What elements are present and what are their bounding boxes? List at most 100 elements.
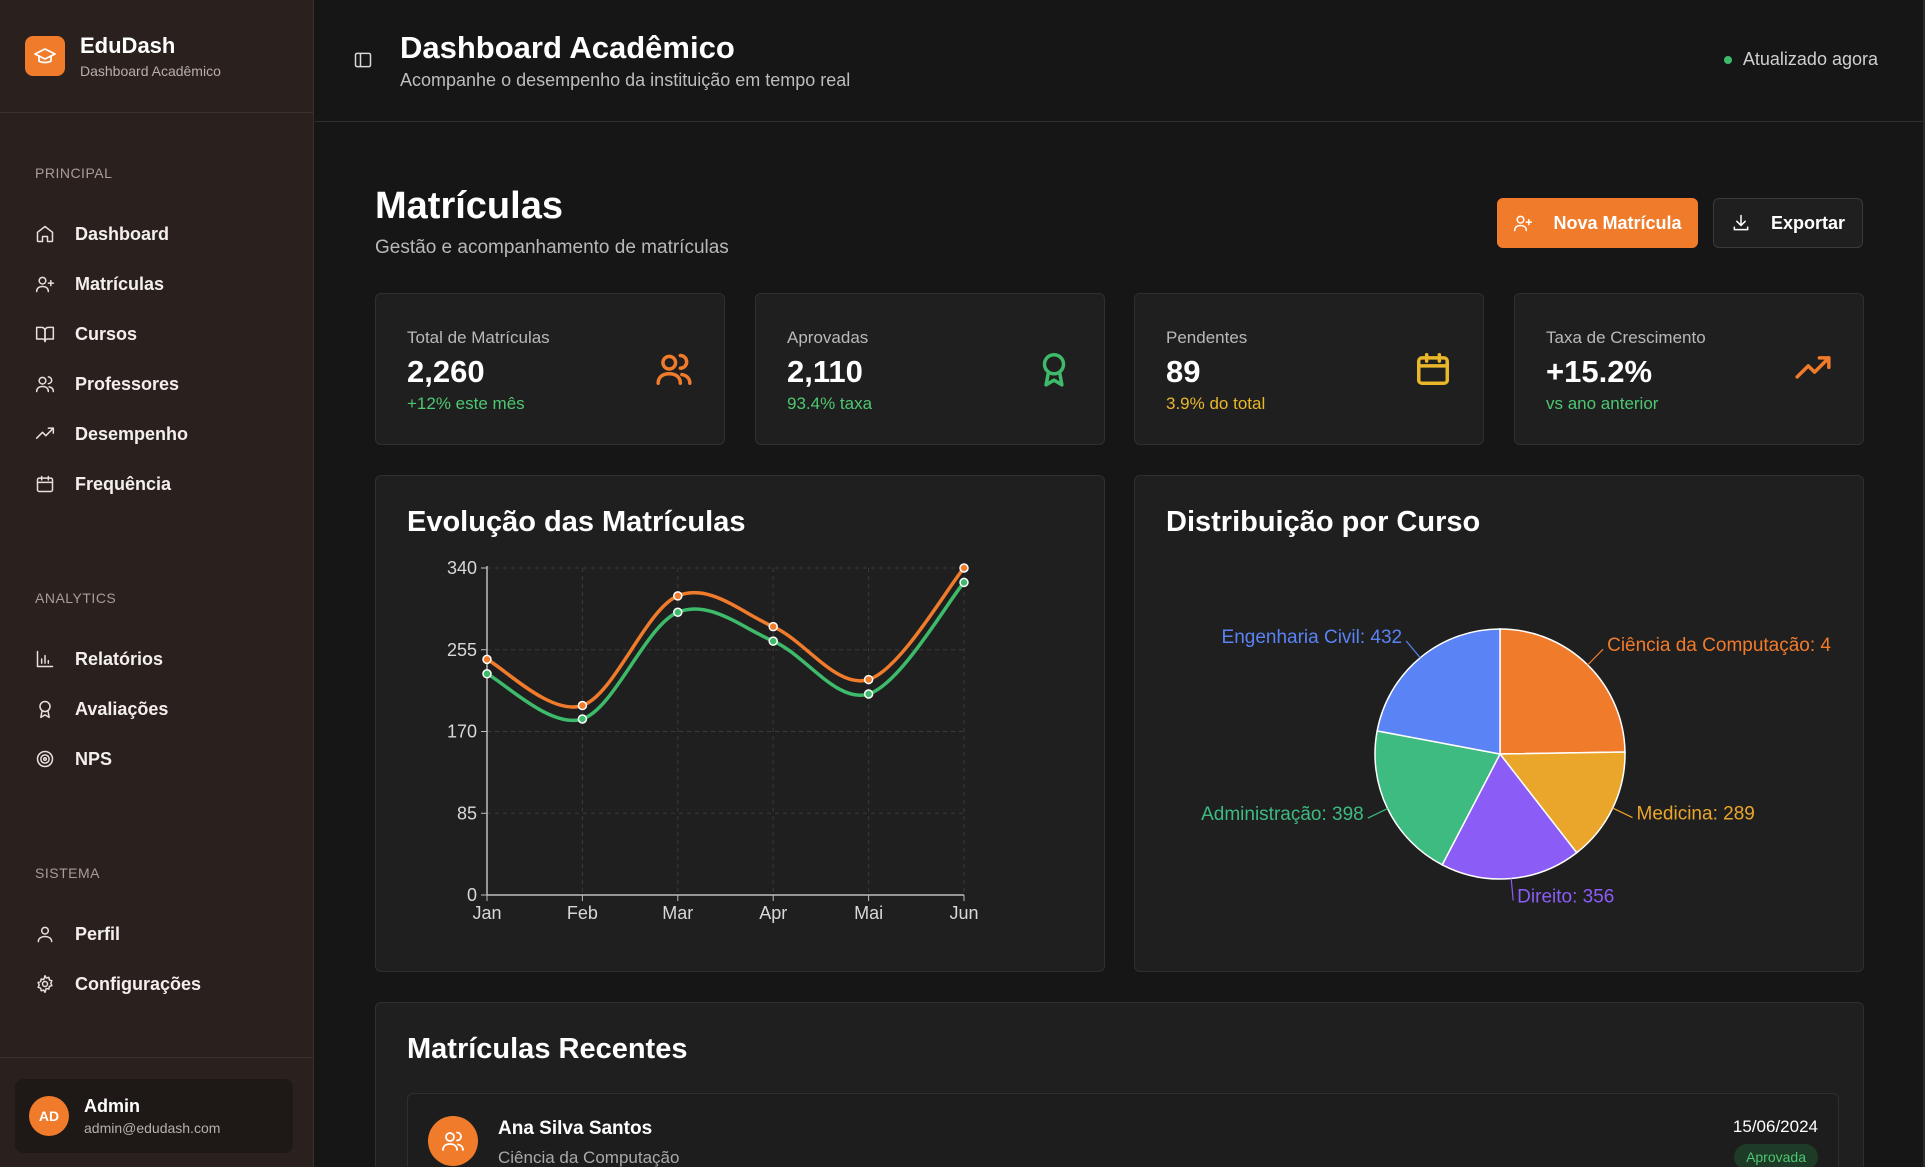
brand[interactable]: EduDash Dashboard Acadêmico [25, 26, 221, 86]
sidebar-item-label: Configurações [75, 973, 202, 994]
pie-label: Engenharia Civil: 432 [1222, 627, 1403, 648]
pie-label: Direito: 356 [1517, 886, 1614, 907]
pie-slice [1441, 752, 1578, 880]
data-point [768, 621, 778, 632]
data-point [577, 700, 588, 711]
header-subtitle: Acompanhe o desempenho da instituição em… [400, 70, 851, 90]
calendar-icon [36, 475, 54, 493]
section-label-analytics: ANALYTICS [35, 590, 117, 606]
scrollbar[interactable] [1923, 0, 1925, 1167]
sidebar-item-label: Desempenho [75, 423, 189, 444]
pie-label: Medicina: 289 [1637, 804, 1755, 825]
status-text: Atualizado agora [1742, 49, 1878, 69]
sidebar-item-label: NPS [75, 748, 113, 769]
user-email: admin@edudash.com [84, 1120, 221, 1136]
y-tick-label: 255 [447, 640, 477, 660]
brand-title: EduDash [80, 32, 176, 58]
avatar: AD [29, 1096, 69, 1136]
award-icon [39, 700, 51, 719]
section-label-principal: PRINCIPAL [35, 165, 113, 181]
stat-value: 89 [1166, 354, 1201, 389]
sidebar-toggle-icon[interactable] [353, 50, 373, 70]
recent-enrollments-card: Matrículas Recentes Ana Silva Santos Ciê… [375, 1002, 1864, 1167]
sidebar-item-dashboard[interactable]: Dashboard [35, 214, 295, 254]
line-chart: 0 85 170 255 340 Jan Feb Mar Apr Mai Jun [447, 558, 979, 923]
page-subtitle: Gestão e acompanhamento de matrículas [375, 237, 729, 258]
page-title: Matrículas [375, 185, 563, 227]
sidebar-item-label: Matrículas [75, 273, 165, 294]
data-point [863, 674, 874, 685]
student-course: Ciência da Computação [498, 1148, 680, 1167]
stat-value: +15.2% [1546, 354, 1653, 389]
enrollment-date: 15/06/2024 [1732, 1117, 1818, 1136]
sidebar-item-desempenho[interactable]: Desempenho [35, 414, 295, 454]
pie-label-leader [1367, 808, 1388, 819]
users-icon [428, 1116, 478, 1166]
home-icon [36, 225, 54, 243]
pie-label: Administração: 398 [1201, 804, 1364, 825]
stat-label: Pendentes [1166, 328, 1248, 347]
x-tick-label: Jan [472, 903, 501, 923]
sidebar-divider [0, 1057, 314, 1058]
stat-card-total: Total de Matrículas 2,260 +12% este mês [375, 293, 725, 445]
stat-card-pending: Pendentes 89 3.9% do total [1134, 293, 1484, 445]
users-icon [656, 353, 692, 385]
pie-slice [1376, 628, 1501, 755]
data-point [482, 669, 492, 679]
y-tick-label: 0 [467, 885, 477, 905]
pie-chart-card: Distribuição por Curso Ciência da Comput… [1134, 475, 1864, 972]
sidebar-item-relatorios[interactable]: Relatórios [35, 639, 295, 679]
award-icon [1042, 353, 1066, 387]
sidebar-item-avaliacoes[interactable]: Avaliações [35, 689, 295, 729]
pie-label: Ciência da Computação: 4 [1607, 635, 1831, 656]
trending-up-icon [1795, 356, 1831, 379]
new-enrollment-button[interactable]: Nova Matrícula [1497, 198, 1698, 248]
sidebar-item-cursos[interactable]: Cursos [35, 314, 295, 354]
new-enrollment-label: Nova Matrícula [1553, 212, 1682, 233]
sidebar-item-configuracoes[interactable]: Configurações [35, 964, 295, 1004]
series-line-total [486, 566, 966, 709]
section-label-sistema: SISTEMA [35, 865, 100, 881]
sidebar-item-frequencia[interactable]: Frequência [35, 464, 295, 504]
stat-card-growth: Taxa de Crescimento +15.2% vs ano anteri… [1514, 293, 1864, 445]
line-chart-title: Evolução das Matrículas [407, 506, 746, 538]
sidebar-item-perfil[interactable]: Perfil [35, 914, 295, 954]
sidebar-item-label: Professores [75, 373, 180, 394]
data-point [482, 654, 492, 665]
pie-chart: Ciência da Computação: 4 Medicina: 289 Dir… [1201, 627, 1831, 908]
users-icon [35, 376, 55, 393]
y-tick-label: 170 [447, 722, 477, 742]
sidebar-item-professores[interactable]: Professores [35, 364, 295, 404]
data-point [768, 636, 778, 646]
pie-label-leader [1510, 878, 1514, 901]
pie-label-leader [1405, 640, 1421, 659]
pie-label-leader [1587, 648, 1604, 666]
export-label: Exportar [1770, 212, 1846, 233]
export-button[interactable]: Exportar [1713, 198, 1863, 248]
pie-slice [1499, 628, 1626, 755]
x-tick-label: Feb [567, 903, 598, 923]
header-title: Dashboard Acadêmico [400, 30, 735, 65]
user-card[interactable]: AD Admin admin@edudash.com [15, 1079, 293, 1153]
data-point [959, 563, 969, 573]
stat-card-approved: Aprovadas 2,110 93.4% taxa [755, 293, 1105, 445]
stat-value: 2,260 [407, 354, 485, 389]
book-open-icon [35, 326, 55, 343]
gear-icon [37, 974, 53, 994]
sidebar-item-nps[interactable]: NPS [35, 739, 295, 779]
user-plus-icon [35, 276, 55, 293]
pie-slice [1498, 751, 1626, 854]
stat-note: 3.9% do total [1166, 394, 1266, 413]
y-tick-label: 85 [457, 803, 477, 823]
sidebar-item-label: Cursos [75, 323, 138, 344]
table-row[interactable]: Ana Silva Santos Ciência da Computação 1… [407, 1093, 1839, 1167]
data-point [577, 714, 588, 724]
bar-chart-icon [36, 650, 54, 668]
status-badge: Aprovada [1734, 1144, 1818, 1167]
sidebar-item-matriculas[interactable]: Matrículas [35, 264, 295, 304]
stat-value: 2,110 [787, 354, 863, 389]
stat-label: Total de Matrículas [407, 328, 550, 347]
top-header: Dashboard Acadêmico Acompanhe o desempen… [315, 0, 1925, 122]
sidebar-divider [0, 112, 314, 113]
sidebar-item-label: Avaliações [75, 698, 169, 719]
